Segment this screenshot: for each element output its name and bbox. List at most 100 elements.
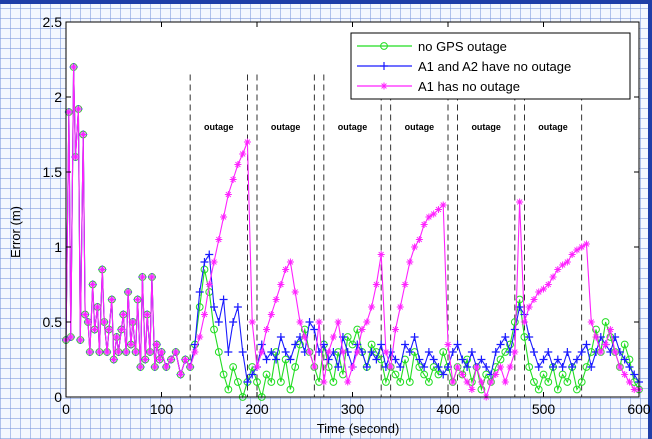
data-point-1-99 <box>439 370 448 379</box>
data-point-1-71 <box>305 318 314 326</box>
data-point-2-78 <box>339 348 347 356</box>
data-point-1-103 <box>458 355 467 364</box>
data-point-2-52 <box>215 236 223 243</box>
data-point-1-139 <box>630 370 639 379</box>
data-point-2-80 <box>349 363 356 371</box>
data-point-1-114 <box>510 325 519 334</box>
data-point-2-139 <box>630 386 638 393</box>
data-point-2-113 <box>506 363 514 371</box>
data-point-2-19 <box>108 296 116 303</box>
data-point-1-62 <box>262 355 271 364</box>
data-point-1-129 <box>582 340 591 349</box>
data-point-2-84 <box>368 303 376 311</box>
data-point-2-122 <box>549 273 557 281</box>
data-point-2-24 <box>119 311 127 318</box>
data-point-1-122 <box>549 363 558 371</box>
data-point-2-124 <box>559 261 567 269</box>
data-point-2-101 <box>449 378 457 386</box>
data-point-2-128 <box>578 243 586 251</box>
x-tick-label-6: 600 <box>627 401 651 417</box>
data-point-2-50 <box>205 281 213 288</box>
y-tick-label-3: 1.5 <box>43 164 63 180</box>
x-tick-label-3: 300 <box>341 401 365 417</box>
data-point-2-32 <box>138 273 146 281</box>
y-tick-label-2: 1 <box>54 239 62 255</box>
data-point-0-62 <box>262 370 271 379</box>
data-point-0-63 <box>267 378 276 386</box>
data-point-2-20 <box>110 356 118 363</box>
data-point-1-107 <box>477 355 486 364</box>
data-point-0-87 <box>382 378 390 386</box>
data-point-1-84 <box>367 348 376 356</box>
outage-label-2: outage <box>338 122 368 132</box>
data-point-2-103 <box>458 371 466 378</box>
data-point-2-15 <box>98 266 106 273</box>
data-point-2-60 <box>253 363 261 371</box>
data-point-0-137 <box>620 340 629 349</box>
data-point-1-95 <box>420 363 429 371</box>
data-point-0-125 <box>563 378 572 386</box>
data-point-2-129 <box>582 240 590 248</box>
data-point-2-34 <box>143 311 151 318</box>
data-point-2-135 <box>611 348 619 356</box>
data-point-2-70 <box>301 333 309 341</box>
x-tick-label-2: 200 <box>245 401 269 417</box>
data-point-1-50 <box>205 250 214 259</box>
data-point-0-114 <box>510 318 519 326</box>
data-point-2-57 <box>239 150 247 158</box>
data-point-2-92 <box>406 258 414 266</box>
data-point-1-75 <box>324 355 333 364</box>
data-point-2-40 <box>158 348 165 356</box>
data-point-0-90 <box>396 378 405 386</box>
data-point-2-23 <box>117 326 125 333</box>
data-point-1-85 <box>372 355 381 364</box>
data-point-0-127 <box>573 385 581 394</box>
data-point-2-66 <box>282 266 290 273</box>
legend-entry-1: A1 and A2 have no outage <box>357 59 571 74</box>
data-point-2-91 <box>401 281 409 288</box>
data-point-2-21 <box>113 333 121 341</box>
data-point-2-31 <box>136 363 144 371</box>
data-point-2-4 <box>72 153 80 161</box>
data-point-2-81 <box>353 348 361 356</box>
data-point-1-77 <box>334 363 343 371</box>
legend-entry-0: no GPS outage <box>357 39 507 54</box>
data-point-0-117 <box>525 363 534 371</box>
data-point-2-61 <box>258 348 266 356</box>
data-point-0-53 <box>219 370 228 379</box>
data-point-2-79 <box>344 378 352 386</box>
data-point-2-33 <box>141 356 149 363</box>
data-point-2-119 <box>535 288 543 296</box>
data-point-1-91 <box>401 340 410 349</box>
data-point-0-92 <box>405 378 414 386</box>
data-point-2-71 <box>306 348 314 356</box>
data-point-1-123 <box>553 355 562 364</box>
data-point-2-9 <box>84 318 92 326</box>
data-point-1-130 <box>587 363 596 371</box>
data-point-2-65 <box>277 281 285 288</box>
data-point-1-49 <box>200 258 209 266</box>
data-point-2-130 <box>587 318 595 326</box>
data-point-0-131 <box>592 325 600 334</box>
data-point-1-54 <box>224 348 233 356</box>
data-point-2-48 <box>196 333 204 341</box>
data-point-2-8 <box>81 311 89 318</box>
data-point-0-119 <box>534 385 543 394</box>
data-point-2-98 <box>434 206 442 213</box>
data-point-2-93 <box>411 243 419 251</box>
data-point-1-56 <box>233 303 242 311</box>
data-point-1-51 <box>210 303 219 311</box>
data-point-2-86 <box>377 251 385 258</box>
y-tick-label-0: 0 <box>54 389 62 405</box>
data-point-2-114 <box>511 348 519 356</box>
data-point-0-121 <box>544 378 553 386</box>
data-point-2-102 <box>454 363 462 371</box>
data-point-2-90 <box>396 303 404 311</box>
data-point-1-83 <box>362 363 371 371</box>
data-point-1-101 <box>448 348 457 356</box>
data-point-2-69 <box>296 318 304 326</box>
data-point-2-45 <box>181 356 189 363</box>
data-point-0-107 <box>477 385 486 394</box>
data-point-2-131 <box>592 333 600 341</box>
data-point-2-132 <box>597 348 605 356</box>
